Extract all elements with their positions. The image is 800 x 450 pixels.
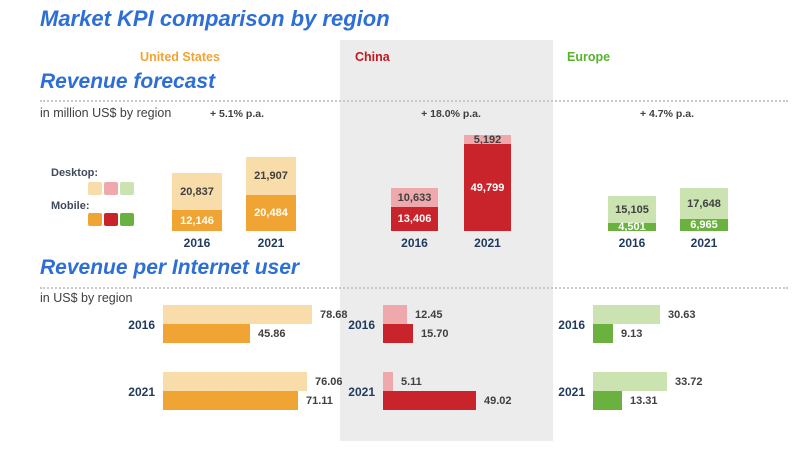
hbar-value-desktop: 78.68	[320, 309, 348, 321]
hbar-value-desktop: 5.11	[401, 376, 422, 388]
hbar-value-mobile: 9.13	[621, 328, 643, 340]
hbar-desktop	[593, 372, 667, 391]
legend-swatch-mobile-2	[120, 213, 134, 226]
year-label: 2016	[183, 236, 211, 250]
hbar-mobile	[593, 391, 622, 410]
page-title: Market KPI comparison by region	[40, 6, 390, 31]
bar-segment-mobile: 6,965	[680, 219, 728, 231]
hbar-desktop	[383, 305, 407, 324]
growth-label-china: + 18.0% p.a.	[421, 108, 481, 120]
section-caption-revenue-per-user: in US$ by region	[40, 291, 133, 305]
hbar-mobile	[383, 391, 476, 410]
bar-segment-desktop: 17,648	[680, 188, 728, 219]
hbar-value-mobile: 13.31	[630, 395, 658, 407]
growth-label-europe: + 4.7% p.a.	[640, 108, 694, 120]
year-label: 2021	[690, 236, 718, 250]
bar-segment-mobile: 4,501	[608, 221, 656, 233]
bar-segment-mobile: 12,146	[172, 210, 222, 231]
year-label: 2016	[558, 318, 585, 332]
bar-segment-desktop: 10,633	[391, 188, 438, 207]
section-heading-revenue-forecast: Revenue forecast	[40, 70, 216, 93]
hbar-value-mobile: 71.11	[306, 395, 333, 407]
hbar-mobile	[163, 324, 250, 343]
bar-segment-desktop: 20,837	[172, 173, 222, 210]
growth-label-us: + 5.1% p.a.	[210, 108, 264, 120]
hbar-desktop	[593, 305, 660, 324]
hbar-value-mobile: 45.86	[258, 328, 286, 340]
year-label: 2021	[558, 385, 585, 399]
bar-segment-mobile: 13,406	[391, 207, 438, 231]
hbar-value-desktop: 33.72	[675, 376, 703, 388]
year-label: 2021	[257, 236, 285, 250]
section-heading-revenue-per-user: Revenue per Internet user	[40, 256, 300, 279]
hbar-value-mobile: 15.70	[421, 328, 449, 340]
legend-mobile-label: Mobile:	[51, 200, 90, 212]
hbar-value-desktop: 12.45	[415, 309, 443, 321]
legend-swatch-mobile-0	[88, 213, 102, 226]
section-caption-revenue-forecast: in million US$ by region	[40, 106, 172, 120]
region-header-china: China	[355, 50, 390, 64]
hbar-mobile	[163, 391, 298, 410]
hbar-value-desktop: 76.06	[315, 376, 343, 388]
hbar-value-desktop: 30.63	[668, 309, 696, 321]
bar-segment-mobile: 49,799	[464, 144, 511, 231]
china-highlight-panel	[340, 40, 553, 441]
year-label: 2016	[348, 318, 375, 332]
legend-swatch-mobile-1	[104, 213, 118, 226]
year-label: 2016	[401, 236, 428, 250]
bar-segment-desktop: 21,907	[246, 157, 296, 195]
year-label: 2021	[348, 385, 375, 399]
region-header-united-states: United States	[140, 50, 220, 64]
hbar-desktop	[163, 372, 307, 391]
legend-swatch-desktop-2	[120, 182, 134, 195]
year-label: 2021	[474, 236, 501, 250]
bar-segment-desktop: 5,192	[464, 134, 511, 146]
region-header-europe: Europe	[567, 50, 611, 64]
year-label: 2016	[128, 318, 155, 332]
legend-swatch-desktop-1	[104, 182, 118, 195]
bar-segment-desktop: 15,105	[608, 196, 656, 223]
year-label: 2016	[618, 236, 646, 250]
legend-desktop-label: Desktop:	[51, 167, 99, 179]
hbar-desktop	[163, 305, 312, 324]
hbar-mobile	[593, 324, 613, 343]
divider-line	[40, 100, 788, 102]
hbar-mobile	[383, 324, 413, 343]
year-label: 2021	[128, 385, 155, 399]
legend-swatch-desktop-0	[88, 182, 102, 195]
hbar-value-mobile: 49.02	[484, 395, 512, 407]
hbar-desktop	[383, 372, 393, 391]
bar-segment-mobile: 20,484	[246, 195, 296, 231]
divider-line	[40, 287, 788, 289]
